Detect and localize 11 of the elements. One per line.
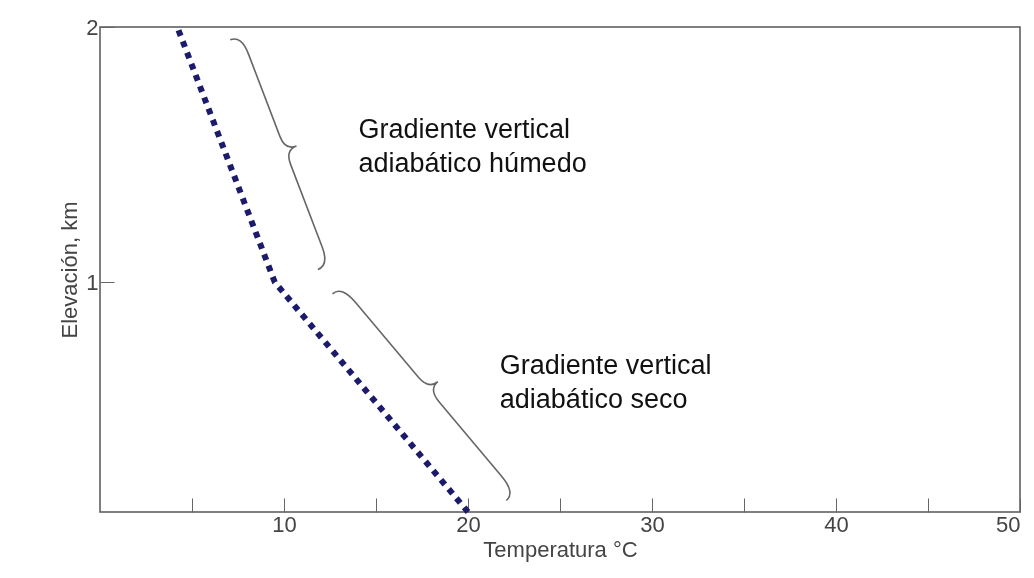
y-tick-label: 2 [86, 14, 99, 40]
x-tick-label: 20 [456, 511, 481, 537]
x-tick-label: 40 [824, 511, 849, 537]
x-tick-label: 50 [996, 511, 1021, 537]
annotation: Gradiente vertical adiabático seco [499, 349, 712, 414]
x-tick-label: 10 [272, 511, 297, 537]
annotation: Gradiente vertical adiabático húmedo [358, 114, 587, 179]
x-axis-title: Temperatura °C [483, 536, 638, 562]
x-tick-label: 30 [640, 511, 665, 537]
y-axis-title: Elevación, km [57, 201, 83, 339]
y-tick-label: 1 [86, 269, 99, 295]
